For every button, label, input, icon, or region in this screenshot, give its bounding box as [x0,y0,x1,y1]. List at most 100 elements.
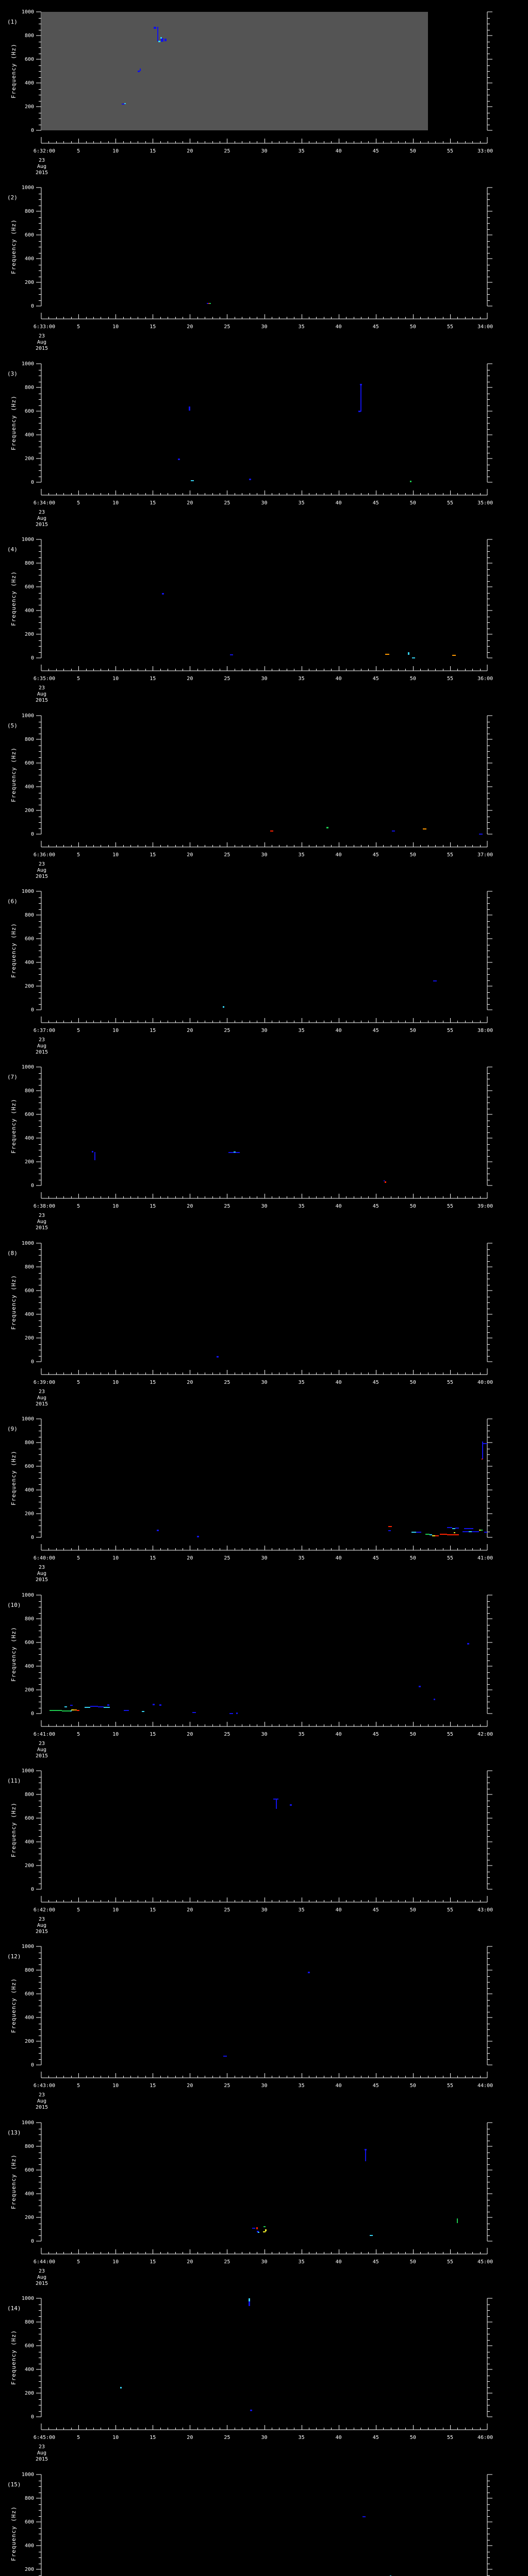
x-tick-label: 45 [372,852,379,858]
x-tick-label: 55 [447,2435,453,2441]
date-line: 2015 [35,1577,48,1583]
detection-mark-blue [137,70,140,72]
x-tick-label: 15 [150,852,156,858]
y-tick-label: 200 [24,1863,34,1869]
date-line: 23 [38,1565,45,1570]
detection-mark-blue [392,831,395,832]
x-tick-label: 5 [77,1555,80,1561]
x-tick-label: 20 [187,1204,193,1209]
y-tick-label: 800 [24,1616,34,1622]
date-line: 23 [38,158,45,163]
x-tick-label: 30 [261,1028,268,1033]
date-line: 23 [38,2268,45,2274]
y-tick-label: 1000 [21,9,34,15]
y-tick-label: 1000 [21,2120,34,2126]
x-tick-label: 10 [112,324,119,330]
detection-mark-red [208,303,210,304]
x-end-time-label: 36:00 [477,676,493,682]
detection-mark-blue [157,1530,159,1532]
detection-mark-red [270,831,273,832]
x-tick-label: 55 [447,1380,453,1385]
detection-mark-blue [479,833,483,835]
y-tick-label: 400 [24,608,34,614]
x-tick-label: 35 [298,324,305,330]
y-tick-label: 800 [24,1088,34,1094]
date-line: Aug [37,1395,47,1401]
x-end-time-label: 41:00 [477,1555,493,1561]
x-tick-label: 25 [224,676,230,682]
detection-mark-orange [385,653,389,655]
detection-mark-blue [177,458,180,460]
y-tick-label: 800 [24,209,34,214]
date-line: 23 [38,2444,45,2450]
x-tick-label: 35 [298,1380,305,1385]
date-line: 23 [38,333,45,339]
y-tick-label: 200 [24,1335,34,1341]
x-tick-label: 10 [112,2259,119,2265]
x-tick-label: 50 [409,1555,416,1561]
y-tick-label: 1000 [21,713,34,719]
spectrogram-panel: (8) Frequency (Hz) 0 200 400 600 800 1000 6:3… [0,1231,528,1408]
x-tick-label: 50 [409,324,416,330]
detection-mark-blue [159,1704,161,1706]
x-start-time-label: 6:45:00 [33,2435,56,2441]
x-tick-label: 30 [261,676,268,682]
y-tick-label: 0 [30,1183,34,1189]
y-tick-label: 0 [30,2414,34,2420]
x-tick-label: 30 [261,1380,268,1385]
y-axis-title: Frequency (Hz) [10,2506,17,2562]
x-tick-label: 55 [447,1204,453,1209]
y-tick-label: 1000 [21,1944,34,1950]
x-tick-label: 35 [298,2435,305,2441]
spectrogram-panel: (10) Frequency (Hz) 0 200 400 600 800 1000 6:… [0,1583,528,1759]
y-tick-label: 600 [24,232,34,238]
y-tick-label: 200 [24,808,34,814]
x-tick-label: 35 [298,1555,305,1561]
x-tick-label: 55 [447,852,453,858]
x-tick-label: 20 [187,676,193,682]
x-tick-label: 20 [187,852,193,858]
y-tick-label: 0 [30,2239,34,2244]
panel-number-label: (6) [7,898,18,905]
y-tick-label: 800 [24,737,34,742]
y-tick-label: 800 [24,1792,34,1798]
x-tick-label: 40 [335,148,342,154]
y-axis-title: Frequency (Hz) [10,395,17,451]
detection-mark-blue [360,384,361,412]
y-tick-label: 0 [30,1711,34,1717]
spectrogram-panel: (3) Frequency (Hz) 0 200 400 600 800 1000 6:3… [0,352,528,528]
x-end-time-label: 40:00 [477,1380,493,1385]
panel-number-label: (7) [7,1074,18,1080]
detection-mark-cyan [233,1151,236,1153]
x-tick-label: 40 [335,1204,342,1209]
detection-mark-cyan [124,103,126,105]
x-tick-label: 20 [187,148,193,154]
detection-mark-blue [467,1642,469,1645]
x-tick-label: 30 [261,324,268,330]
y-tick-label: 1000 [21,537,34,543]
detection-mark-blue [94,1151,95,1160]
axes-frame [36,187,492,319]
x-tick-label: 35 [298,1204,305,1209]
x-start-time-label: 6:44:00 [33,2259,56,2265]
detection-mark-blue [229,1713,233,1714]
panel-number-label: (15) [7,2481,21,2488]
detection-mark-blue [482,1442,484,1460]
y-tick-label: 400 [24,2015,34,2021]
date-line: 23 [38,1037,45,1043]
y-tick-label: 0 [30,303,34,309]
detection-mark-orange [74,1709,77,1711]
x-tick-label: 40 [335,1555,342,1561]
date-line: Aug [37,164,47,170]
date-line: 2015 [35,1753,48,1759]
y-tick-label: 600 [24,1464,34,1469]
x-tick-label: 35 [298,148,305,154]
plot-area [0,1231,528,1408]
detection-mark-blue [189,406,191,411]
x-tick-label: 5 [77,676,80,682]
x-tick-label: 55 [447,324,453,330]
x-tick-label: 20 [187,2083,193,2089]
x-start-time-label: 6:40:00 [33,1555,56,1561]
x-tick-label: 50 [409,148,416,154]
